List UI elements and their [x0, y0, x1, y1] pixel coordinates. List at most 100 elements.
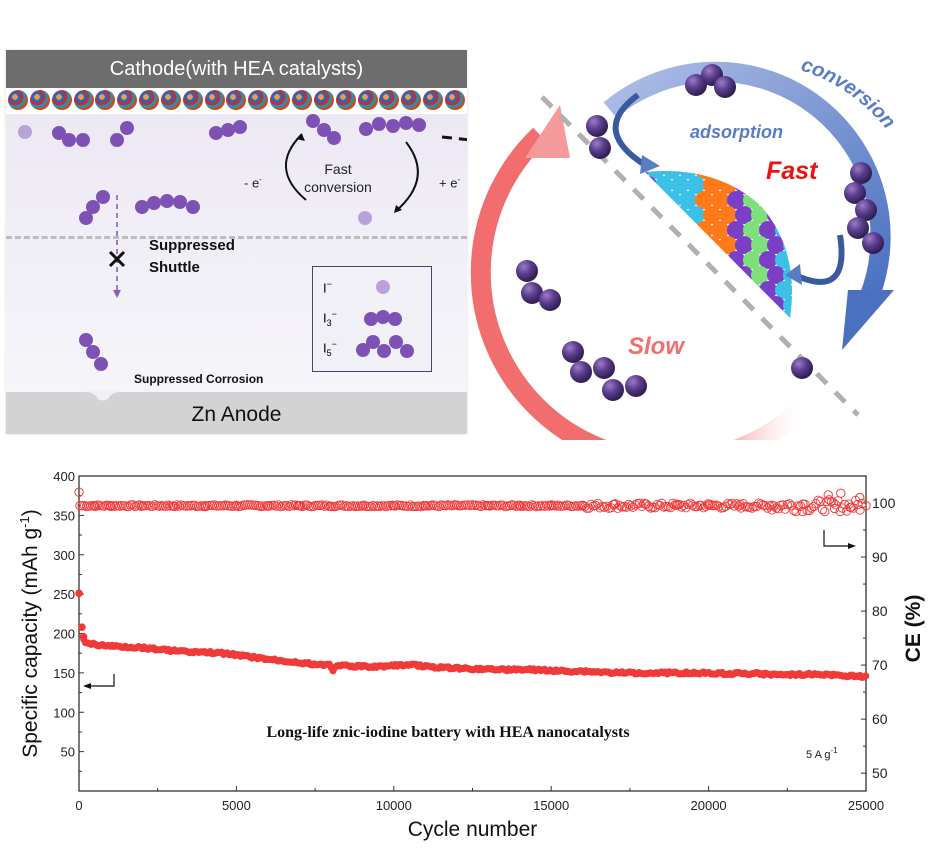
- pointer-dashed-line: [441, 135, 467, 142]
- ce-point: [170, 501, 180, 512]
- y-left-tick-label: 200: [53, 627, 75, 642]
- hea-atom: [671, 206, 689, 224]
- hea-atom: [751, 236, 769, 254]
- y-right-tick-label: 70: [872, 657, 888, 673]
- ce-point: [610, 499, 621, 509]
- ce-point: [590, 500, 601, 511]
- hea-particle: [51, 90, 72, 110]
- hea-atom: [647, 311, 665, 318]
- electron-sup: -: [457, 175, 461, 184]
- hea-atom: [695, 281, 713, 299]
- hea-atom: [799, 296, 817, 314]
- cathode-bar: Cathode(with HEA catalysts): [6, 50, 467, 88]
- ce-point: [705, 499, 715, 510]
- hea-atom: [655, 296, 673, 314]
- hea-atom: [711, 170, 729, 179]
- slow-conversion-arc: [470, 127, 807, 440]
- ce-point: [335, 500, 345, 510]
- ce-point: [311, 500, 321, 510]
- hea-atom: [687, 176, 705, 194]
- hea-particle: [248, 90, 269, 110]
- ce-point: [676, 502, 687, 512]
- hea-atom: [655, 236, 673, 254]
- suppressed-shuttle-line2: Shuttle: [149, 259, 200, 276]
- legend-symbols: [356, 280, 414, 358]
- y-right-tick-label: 100: [872, 495, 896, 511]
- legend-sub: 5: [326, 347, 332, 358]
- hea-atom: [647, 170, 665, 179]
- hea-atom: [775, 311, 792, 318]
- ce-point: [434, 501, 444, 512]
- ce-point: [172, 500, 182, 510]
- ce-point: [734, 501, 744, 511]
- ce-point: [828, 498, 839, 508]
- x-tick-label: 20000: [691, 798, 727, 813]
- x-axis-label: Cycle number: [408, 818, 538, 841]
- ce-point: [509, 500, 519, 511]
- fast-label: Fast: [766, 157, 819, 185]
- triiodide-molecule: [306, 114, 341, 145]
- hea-atom: [735, 266, 753, 284]
- blocked-x-icon: [108, 250, 126, 268]
- hea-atom: [647, 221, 665, 239]
- y-right-tick-label: 50: [872, 765, 888, 781]
- hea-particle: [160, 90, 181, 110]
- hea-atom: [767, 296, 785, 314]
- hea-atom: [671, 296, 689, 314]
- y-right-axis-label: CE (%): [902, 595, 925, 663]
- right-axis-indicator-arrowhead: [848, 543, 856, 549]
- hea-atom: [663, 311, 681, 318]
- hea-atom: [671, 266, 689, 284]
- hea-atom: [719, 236, 737, 254]
- legend-label-pentaiodide: I5−: [323, 339, 337, 358]
- triiodide-molecule: [209, 120, 247, 140]
- ce-point: [745, 502, 755, 512]
- hea-atom: [743, 281, 761, 299]
- legend-pentaiodide-symbol: [356, 335, 414, 358]
- ce-point: [714, 501, 724, 511]
- ce-point: [174, 501, 184, 511]
- schematic-graphics: [18, 114, 467, 371]
- plus-e-text: + e: [439, 175, 458, 191]
- hea-atom: [759, 251, 777, 269]
- hea-particle: [117, 90, 138, 110]
- ce-point: [696, 500, 707, 511]
- adsorption-label: adsorption: [690, 122, 783, 142]
- cathode-label: Cathode(with HEA catalysts): [109, 58, 364, 80]
- hea-atom: [791, 311, 792, 318]
- hea-atom: [743, 170, 761, 179]
- ce-point: [668, 498, 678, 509]
- fast-conversion-line1: Fast: [324, 161, 352, 177]
- fast-arrowhead: [842, 290, 894, 350]
- hea-particle: [357, 90, 378, 110]
- chart-root: 0 5000 10000 15000 20000 25000 50 100 150 200 250 3…: [17, 469, 925, 841]
- hea-atom: [743, 311, 761, 318]
- ce-point: [694, 500, 704, 511]
- x-tick-label: 5000: [222, 798, 251, 813]
- ce-point: [654, 500, 665, 510]
- ce-point: [623, 499, 634, 510]
- ce-point: [817, 505, 828, 515]
- ce-point: [855, 505, 865, 515]
- ce-point: [524, 501, 535, 512]
- ce-point: [621, 502, 632, 512]
- legend-iodide-symbol: [376, 280, 390, 294]
- current-density-label: 5 A g-1: [806, 746, 838, 761]
- corrosion-pit: [86, 390, 120, 401]
- ce-point: [381, 501, 391, 512]
- plus-electron-label: + e-: [439, 175, 460, 190]
- y-left-tick-label: 100: [53, 705, 75, 720]
- separator-dashed-line: [6, 236, 467, 239]
- hea-atom: [695, 191, 713, 209]
- y-left-axis-label: Specific capacity (mAh g-1): [17, 509, 42, 758]
- hea-atom: [727, 170, 745, 179]
- ce-point: [727, 498, 737, 509]
- diiodide-molecule: [110, 121, 134, 147]
- hea-atom: [751, 266, 769, 284]
- y-right-tick-label: 90: [872, 549, 888, 565]
- hea-atom: [645, 266, 657, 284]
- hea-atom: [743, 221, 761, 239]
- ce-point: [822, 497, 832, 507]
- electron-sup: -: [259, 175, 262, 184]
- hea-atom: [647, 281, 665, 299]
